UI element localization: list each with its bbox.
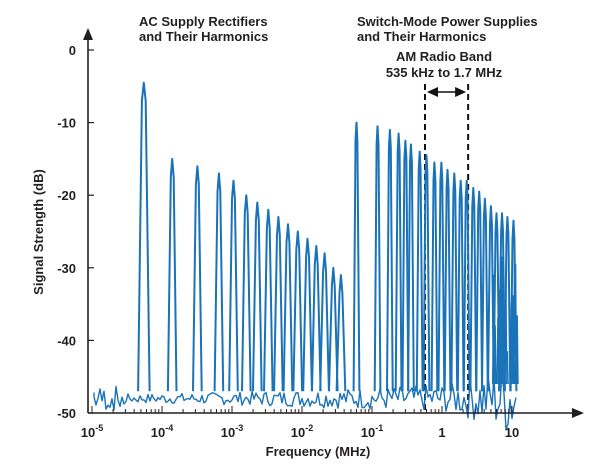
smps-harmonic-peak	[386, 128, 394, 392]
smps-harmonic-peak	[469, 186, 478, 392]
x-tick-label: 1	[438, 425, 445, 440]
y-ticks: 0 -10 -20 -30 -40 -50	[57, 43, 94, 421]
y-tick-label: 0	[69, 43, 76, 58]
smps-harmonic-peak	[430, 161, 439, 392]
smps-harmonic-peak	[462, 179, 471, 392]
ac-harmonic-peak	[302, 237, 313, 392]
x-tick-label: 10-1	[361, 423, 383, 440]
smps-harmonic-peak	[407, 143, 415, 392]
x-axis-title: Frequency (MHz)	[266, 444, 371, 459]
ac-harmonic-peak	[328, 266, 339, 392]
y-tick-label: -50	[57, 406, 76, 421]
x-tick-label: 10	[505, 425, 519, 440]
smps-harmonic-peak	[415, 150, 424, 392]
ac-harmonic-peak	[292, 230, 304, 392]
smps-harmonic-peak	[481, 197, 489, 392]
am-band-label-line1: AM Radio Band	[396, 49, 492, 64]
ac-harmonic-peak	[273, 216, 284, 392]
ac-harmonic-peak	[335, 274, 347, 392]
x-ticks: 10-5 10-4 10-3 10-2 10-1 1 10	[81, 406, 519, 440]
ac-harmonic-peak	[241, 194, 252, 392]
smps-harmonic-peak	[487, 205, 495, 392]
x-tick-label: 10-3	[221, 423, 243, 440]
axes	[83, 28, 584, 418]
y-axis-title: Signal Strength (dB)	[31, 169, 46, 295]
x-tick-label: 10-2	[291, 423, 313, 440]
hf-spur-trace	[491, 256, 519, 385]
am-band-label-line2: 535 kHz to 1.7 MHz	[386, 65, 503, 80]
smps-harmonic-peak	[450, 172, 459, 392]
x-axis-arrow	[572, 408, 584, 418]
x-tick-label: 10-4	[151, 423, 173, 440]
ac-annotation-line1: AC Supply Rectifiers	[139, 14, 268, 29]
smps-harmonic-peak	[437, 161, 446, 392]
ac-harmonic-peak	[311, 245, 322, 392]
x-tick-label: 10-5	[81, 423, 103, 440]
ac-harmonic-peak	[282, 223, 294, 392]
am-band-arrow-right	[455, 87, 467, 97]
ac-harmonic-peak	[213, 172, 225, 392]
ac-harmonic-peak	[166, 157, 178, 392]
smps-harmonic-peak	[456, 179, 465, 392]
smps-harmonic-peak	[492, 212, 501, 392]
ac-harmonic-peak	[228, 179, 239, 392]
smps-harmonic-peak	[352, 121, 361, 392]
smps-harmonic-peak	[443, 168, 452, 392]
smps-annotation-line2: and Their Harmonics	[357, 29, 486, 44]
smps-harmonic-peak	[401, 139, 410, 392]
y-tick-label: -40	[57, 333, 76, 348]
ac-harmonic-peak	[192, 165, 203, 392]
ac-harmonic-peak	[319, 252, 330, 392]
am-band-arrow-left	[426, 87, 438, 97]
y-tick-label: -30	[57, 261, 76, 276]
y-axis-arrow	[83, 28, 93, 40]
y-tick-label: -10	[57, 116, 76, 131]
ac-harmonic-peak	[137, 81, 151, 392]
smps-harmonic-peak	[394, 132, 403, 392]
ac-harmonic-peak	[263, 208, 274, 392]
ac-annotation-line2: and Their Harmonics	[139, 29, 268, 44]
smps-annotation-line1: Switch-Mode Power Supplies	[357, 14, 538, 29]
spectrum-traces	[93, 81, 519, 430]
y-tick-label: -20	[57, 188, 76, 203]
noise-floor-trace	[93, 370, 517, 430]
smps-harmonic-peak	[373, 125, 382, 392]
smps-harmonic-peak	[475, 190, 484, 392]
ac-harmonic-peak	[252, 201, 263, 392]
smps-harmonic-peak	[422, 154, 431, 392]
